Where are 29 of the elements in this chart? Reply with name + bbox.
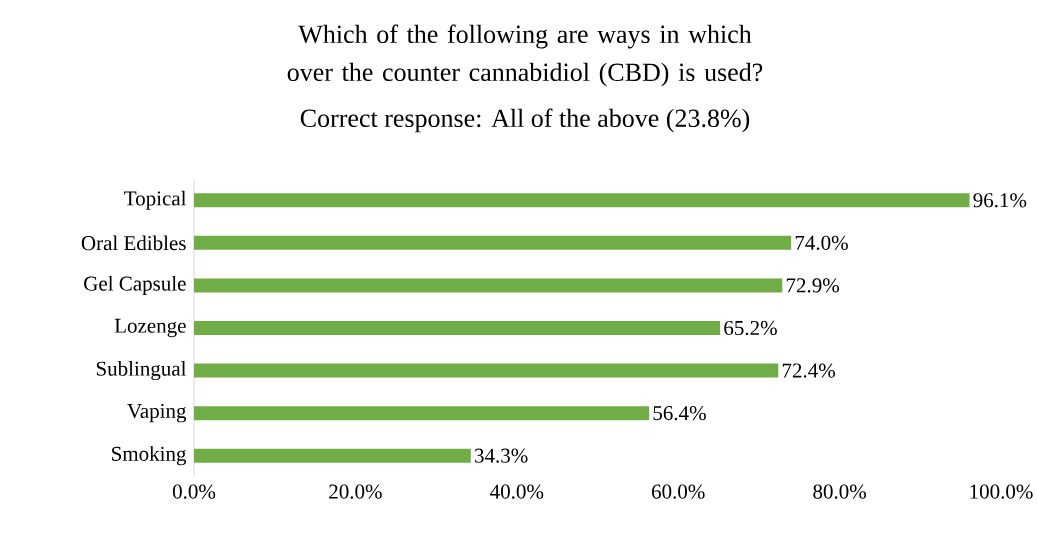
data-label: 72.4% (782, 363, 835, 378)
x-tick-label: 60.0% (651, 484, 705, 499)
data-label: 56.4% (653, 406, 706, 421)
bar (194, 320, 721, 335)
bar (194, 363, 779, 378)
y-tick-label: Lozenge (114, 318, 186, 338)
x-tick-label: 80.0% (813, 484, 866, 499)
bar (194, 235, 792, 250)
chart-title: Which of the following are ways in which over the counter cannabidiol (CBD) is used? (287, 24, 763, 87)
data-label: 72.9% (786, 278, 840, 293)
data-label: 96.1% (973, 193, 1027, 208)
y-tick-label: Smoking (112, 446, 187, 466)
chart-subtitle: Correct response: All of the above (23.8%) (300, 108, 750, 133)
y-tick-label: Oral Edibles (81, 235, 186, 251)
y-tick-label: Topical (124, 190, 187, 210)
x-tick-label: 100.0% (970, 484, 1033, 499)
data-label: 74.0% (795, 235, 848, 250)
bar (194, 193, 970, 208)
x-tick-label: 40.0% (490, 484, 544, 499)
data-label: 34.3% (475, 448, 528, 463)
bar (194, 278, 783, 293)
bar (194, 406, 650, 421)
x-tick-label: 0.0% (172, 484, 216, 499)
x-tick-label: 20.0% (329, 484, 382, 499)
y-tick-label: Sublingual (96, 361, 187, 381)
data-label: 65.2% (724, 320, 777, 336)
y-tick-label: Gel Capsule (84, 275, 186, 295)
bar (194, 448, 471, 463)
y-tick-label: Vaping (127, 403, 187, 423)
